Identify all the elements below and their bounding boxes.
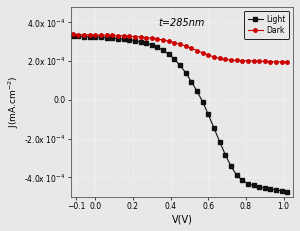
Dark <box>240 59 244 62</box>
Dark <box>139 36 142 38</box>
Light <box>88 35 92 38</box>
Dark <box>110 34 114 37</box>
Dark <box>229 59 233 61</box>
Light <box>71 35 74 37</box>
Dark <box>274 60 278 63</box>
Light <box>150 43 154 46</box>
Light <box>263 187 267 189</box>
Dark <box>212 55 216 58</box>
Light <box>99 36 103 39</box>
Light <box>184 71 188 74</box>
Line: Dark: Dark <box>71 33 289 64</box>
Light <box>286 191 289 193</box>
Line: Light: Light <box>71 34 289 194</box>
Dark <box>122 34 125 37</box>
Light <box>190 80 193 83</box>
Light <box>172 58 176 61</box>
Dark <box>195 49 199 52</box>
Dark <box>172 41 176 44</box>
Dark <box>184 45 188 47</box>
Legend: Light, Dark: Light, Dark <box>244 11 289 39</box>
Light <box>218 140 221 143</box>
Light <box>229 165 233 167</box>
Light <box>252 184 255 187</box>
Dark <box>88 33 92 36</box>
Light <box>235 174 238 176</box>
Dark <box>201 52 205 54</box>
Dark <box>280 61 284 63</box>
Text: t=285nm: t=285nm <box>159 18 205 28</box>
Light <box>240 179 244 182</box>
Dark <box>218 57 221 60</box>
Dark <box>99 34 103 36</box>
Light <box>156 46 159 49</box>
Light <box>178 64 182 67</box>
Dark <box>257 60 261 63</box>
Light <box>257 186 261 188</box>
Light <box>144 42 148 45</box>
Light <box>139 40 142 43</box>
Dark <box>235 59 238 62</box>
Light <box>76 35 80 38</box>
Dark <box>206 54 210 56</box>
X-axis label: V(V): V(V) <box>172 214 192 224</box>
Light <box>105 36 108 39</box>
Light <box>274 188 278 191</box>
Light <box>82 35 86 38</box>
Dark <box>286 61 289 64</box>
Dark <box>116 34 120 37</box>
Light <box>201 100 205 103</box>
Y-axis label: J(mA.cm$^{-2}$): J(mA.cm$^{-2}$) <box>7 76 21 128</box>
Dark <box>269 60 272 63</box>
Dark <box>150 37 154 40</box>
Dark <box>167 40 171 43</box>
Dark <box>178 43 182 46</box>
Dark <box>82 33 86 36</box>
Dark <box>224 58 227 61</box>
Dark <box>76 33 80 36</box>
Dark <box>71 33 74 36</box>
Light <box>128 39 131 41</box>
Dark <box>133 35 137 38</box>
Dark <box>246 59 250 62</box>
Dark <box>156 38 159 40</box>
Light <box>167 53 171 56</box>
Dark <box>190 47 193 50</box>
Dark <box>252 60 255 62</box>
Dark <box>94 34 97 36</box>
Light <box>269 188 272 190</box>
Dark <box>128 35 131 38</box>
Dark <box>161 39 165 41</box>
Light <box>133 39 137 42</box>
Light <box>212 127 216 129</box>
Light <box>161 49 165 52</box>
Light <box>110 36 114 39</box>
Light <box>195 90 199 93</box>
Light <box>94 36 97 38</box>
Dark <box>105 34 108 36</box>
Light <box>206 113 210 116</box>
Light <box>224 153 227 156</box>
Light <box>116 37 120 40</box>
Light <box>280 189 284 192</box>
Light <box>246 182 250 185</box>
Light <box>122 38 125 40</box>
Dark <box>144 36 148 39</box>
Dark <box>263 60 267 63</box>
